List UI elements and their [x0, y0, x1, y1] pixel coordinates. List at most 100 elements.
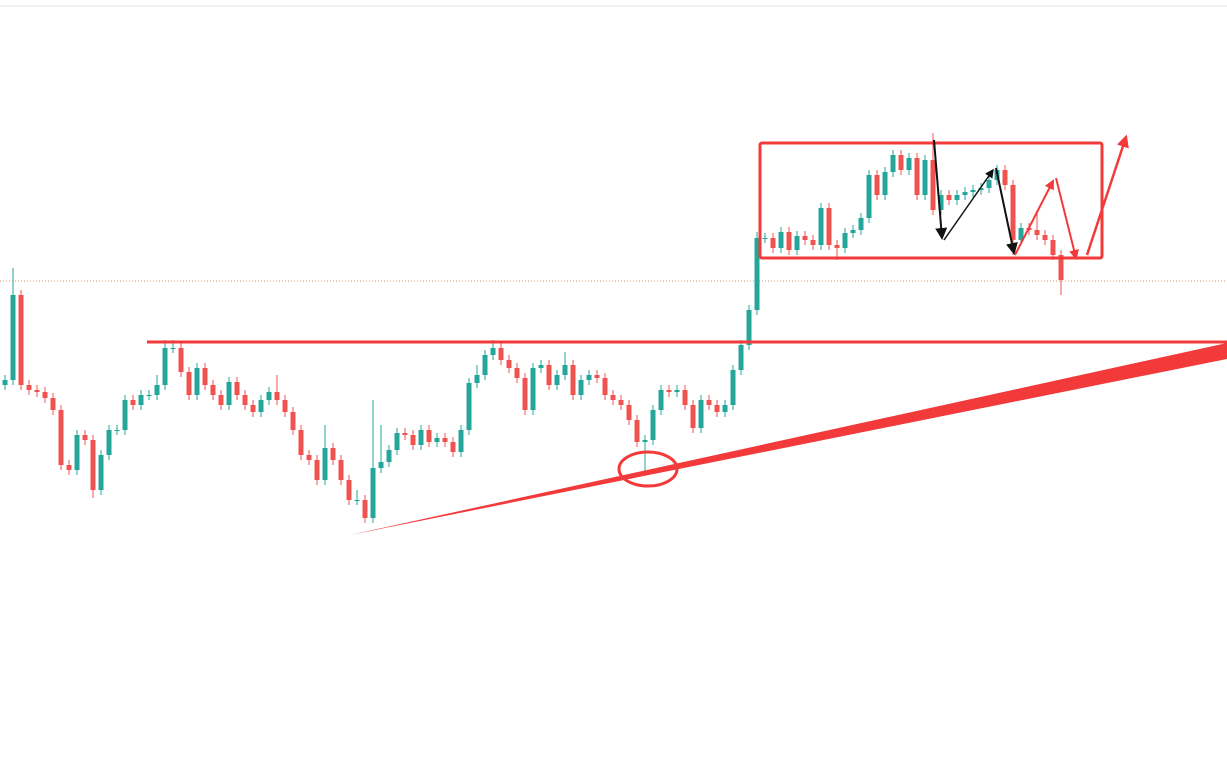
candle-body: [650, 410, 656, 440]
candle-body: [778, 232, 784, 248]
candle-body: [914, 158, 920, 195]
candle-body: [1058, 255, 1064, 280]
candle-body: [130, 400, 136, 405]
candle-body: [866, 175, 872, 218]
candle-body: [370, 468, 376, 518]
candle-body: [474, 375, 480, 383]
candle-body: [506, 360, 512, 368]
candles: [2, 133, 1064, 523]
candle-body: [226, 382, 232, 405]
candle-body: [930, 160, 936, 210]
candle-body: [538, 365, 544, 368]
candle-body: [410, 435, 416, 445]
candle-body: [714, 405, 720, 412]
candle-body: [210, 385, 216, 395]
candle-body: [730, 370, 736, 405]
candle-body: [1042, 235, 1048, 240]
candle-body: [306, 455, 312, 460]
candle-body: [626, 405, 632, 420]
candle-body: [858, 218, 864, 230]
candle-body: [682, 390, 688, 405]
candle-body: [810, 240, 816, 245]
candle-body: [386, 450, 392, 462]
arrow: [943, 168, 994, 241]
candle-body: [770, 238, 776, 248]
candle-body: [26, 385, 32, 390]
touch-circle: [617, 450, 679, 488]
candle-body: [746, 310, 752, 345]
candle-body: [122, 400, 128, 430]
candle-body: [882, 172, 888, 195]
range-box: [758, 141, 1104, 260]
candle-body: [818, 208, 824, 245]
candle-body: [1010, 185, 1016, 240]
candle-body: [82, 435, 88, 440]
candle-body: [266, 392, 272, 400]
candle-body: [546, 365, 552, 385]
candle-body: [162, 348, 168, 385]
candle-body: [610, 395, 616, 400]
candle-body: [426, 430, 432, 442]
candle-body: [290, 412, 296, 430]
candle-body: [274, 392, 280, 400]
candle-body: [458, 430, 464, 452]
candle-body: [1050, 240, 1056, 255]
candle-body: [658, 390, 664, 410]
candle-body: [450, 442, 456, 452]
candle-body: [698, 400, 704, 428]
candle-body: [618, 400, 624, 405]
candle-body: [178, 348, 184, 372]
candle-body: [218, 395, 224, 405]
candle-body: [1002, 170, 1008, 185]
candle-body: [970, 190, 976, 192]
candle-body: [978, 188, 984, 190]
candle-body: [402, 433, 408, 435]
candle-body: [314, 460, 320, 480]
candle-body: [938, 195, 944, 210]
candle-body: [962, 192, 968, 195]
candle-body: [738, 345, 744, 370]
arrow: [995, 167, 1018, 255]
candle-body: [466, 383, 472, 430]
candle-body: [706, 400, 712, 405]
candle-body: [850, 230, 856, 233]
candle-body: [234, 382, 240, 395]
candle-body: [602, 378, 608, 395]
candle-body: [194, 368, 200, 395]
candle-body: [10, 295, 16, 380]
candle-body: [530, 368, 536, 410]
candle-body: [554, 375, 560, 385]
candle-body: [90, 440, 96, 490]
candle-body: [346, 480, 352, 500]
candle-body: [562, 365, 568, 375]
candle-body: [842, 233, 848, 248]
candle-body: [786, 232, 792, 250]
candle-body: [378, 462, 384, 468]
trend-line: [350, 343, 1227, 535]
candle-body: [674, 390, 680, 392]
candle-body: [522, 378, 528, 410]
candle-body: [1018, 228, 1024, 240]
candle-body: [642, 440, 648, 442]
candle-body: [578, 380, 584, 395]
candle-body: [138, 395, 144, 405]
candle-body: [58, 410, 64, 465]
candle-body: [298, 430, 304, 455]
candle-body: [154, 385, 160, 395]
candle-body: [906, 158, 912, 170]
candle-body: [338, 460, 344, 480]
annotations: [147, 134, 1227, 535]
candle-body: [354, 500, 360, 501]
candle-body: [482, 355, 488, 375]
arrow: [1085, 134, 1129, 256]
candle-body: [762, 238, 768, 239]
candle-body: [250, 405, 256, 412]
candle-body: [50, 398, 56, 410]
candle-body: [442, 438, 448, 442]
candle-body: [570, 365, 576, 395]
candle-body: [722, 405, 728, 412]
candle-body: [434, 438, 440, 442]
candle-body: [282, 400, 288, 412]
candle-body: [330, 448, 336, 460]
